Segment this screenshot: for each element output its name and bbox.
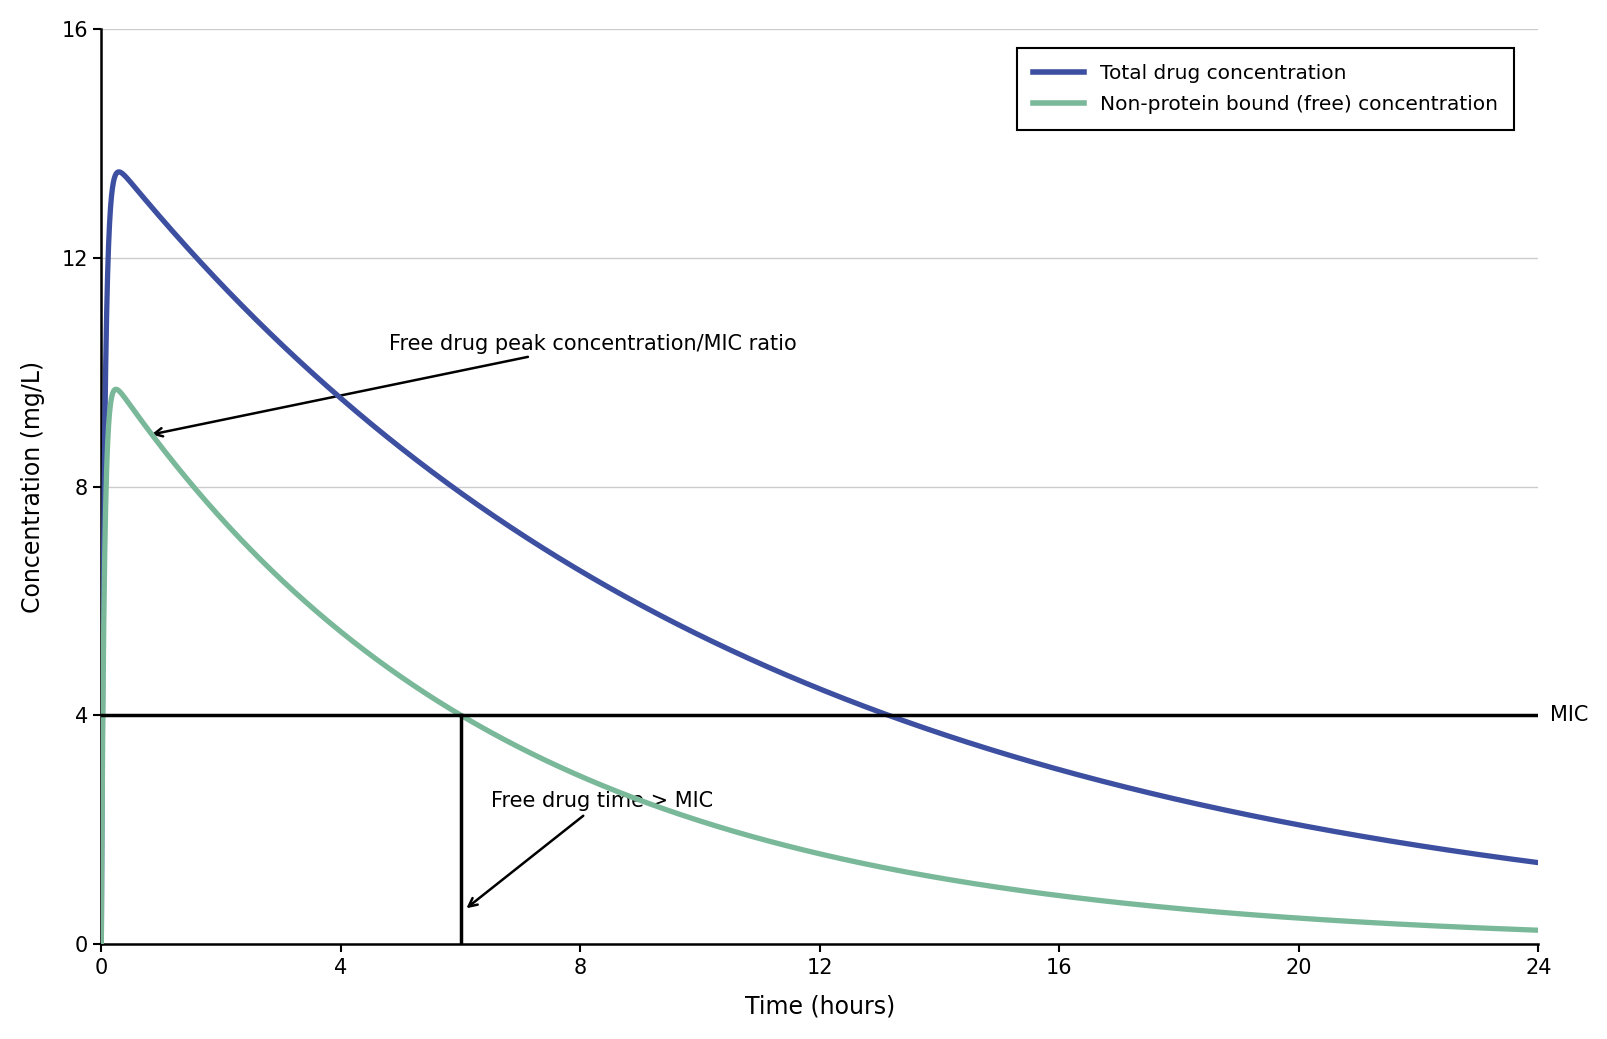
Non-protein bound (free) concentration: [781, 841, 800, 853]
Total drug concentration: [378, 431, 397, 444]
Total drug concentration: [1528, 856, 1548, 869]
Non-protein bound (free) concentration: [378, 662, 397, 674]
Text: Free drug peak concentration/MIC ratio: Free drug peak concentration/MIC ratio: [154, 334, 795, 436]
Y-axis label: Concentration (mg/L): Concentration (mg/L): [21, 361, 45, 613]
Total drug concentration: [664, 616, 683, 629]
Legend: Total drug concentration, Non-protein bound (free) concentration: Total drug concentration, Non-protein bo…: [1017, 48, 1514, 130]
Total drug concentration: [569, 563, 588, 576]
Non-protein bound (free) concentration: [1462, 922, 1482, 934]
Non-protein bound (free) concentration: [664, 806, 683, 819]
Line: Total drug concentration: Total drug concentration: [101, 171, 1538, 944]
Non-protein bound (free) concentration: [963, 877, 982, 889]
Non-protein bound (free) concentration: [569, 769, 588, 781]
Non-protein bound (free) concentration: [92, 938, 111, 951]
Total drug concentration: [109, 165, 129, 178]
Total drug concentration: [92, 938, 111, 951]
X-axis label: Time (hours): Time (hours): [744, 994, 895, 1018]
Text: Free drug time > MIC: Free drug time > MIC: [468, 792, 712, 906]
Non-protein bound (free) concentration: [106, 383, 125, 396]
Text: MIC: MIC: [1549, 705, 1588, 725]
Total drug concentration: [963, 738, 982, 750]
Non-protein bound (free) concentration: [1528, 924, 1548, 936]
Total drug concentration: [781, 671, 800, 684]
Line: Non-protein bound (free) concentration: Non-protein bound (free) concentration: [101, 390, 1538, 944]
Total drug concentration: [1462, 848, 1482, 860]
